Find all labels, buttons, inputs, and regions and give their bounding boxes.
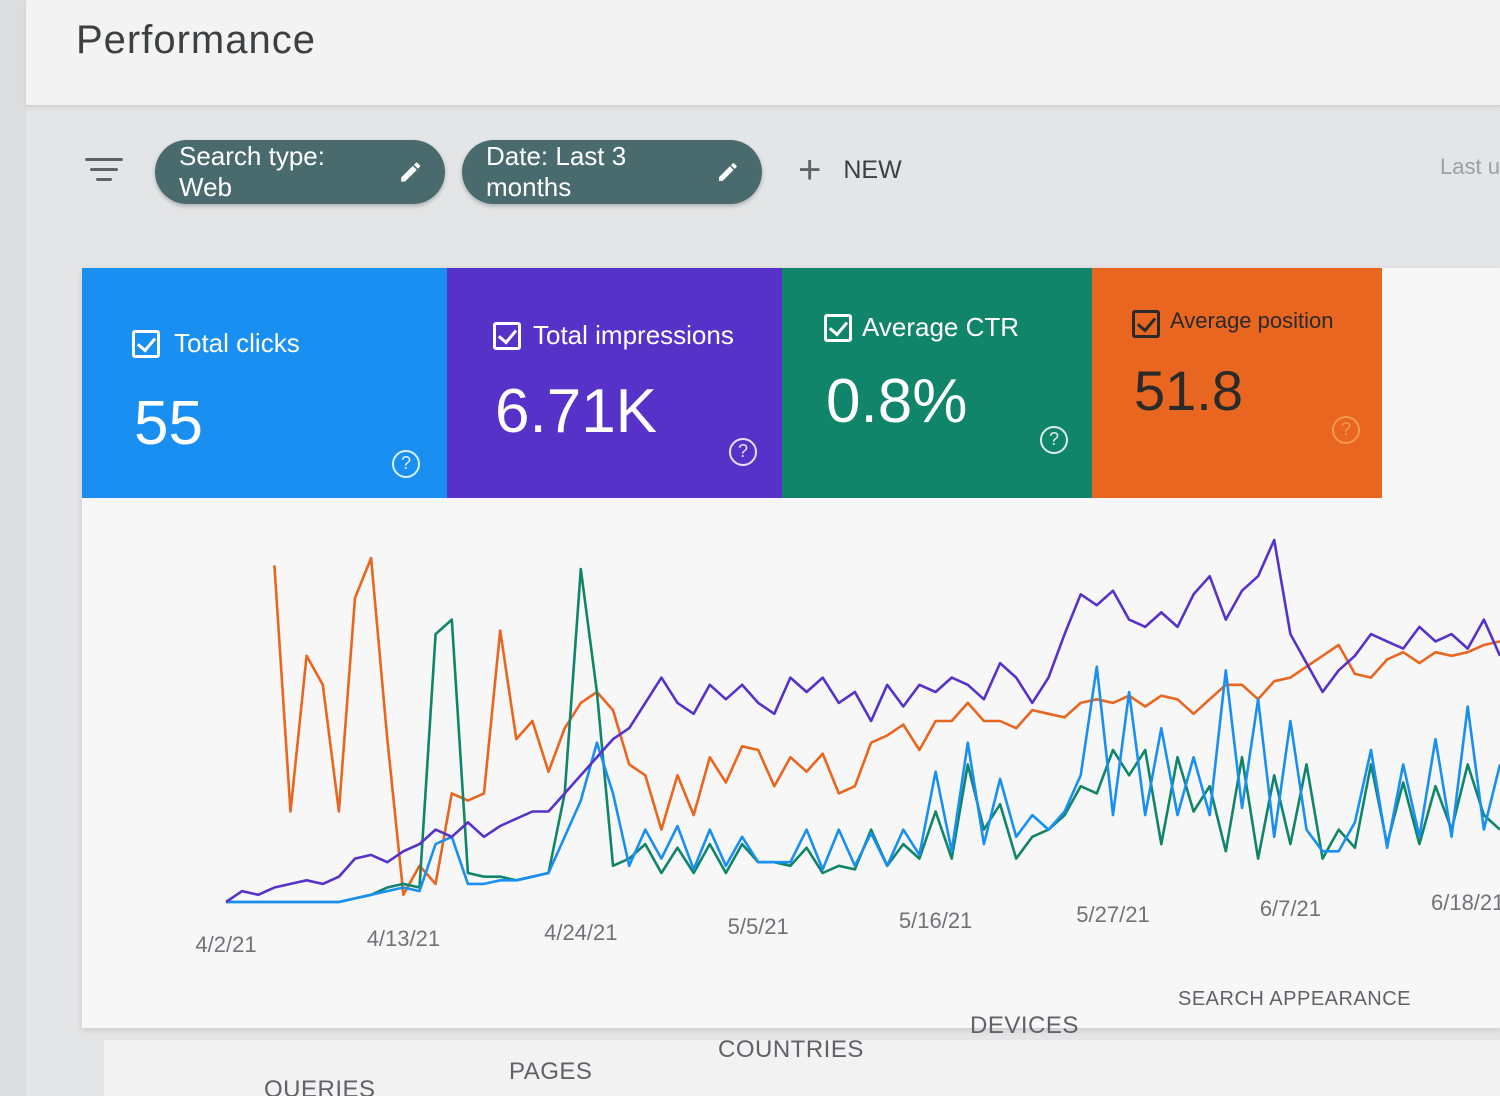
filter-icon[interactable] bbox=[84, 158, 124, 188]
x-tick-label: 5/16/21 bbox=[899, 908, 972, 933]
dimension-tabs: QUERIES PAGES COUNTRIES DEVICES SEARCH A… bbox=[104, 988, 1500, 1096]
metric-total-clicks[interactable]: Total clicks 55 ? bbox=[82, 268, 447, 498]
tab-devices[interactable]: DEVICES bbox=[970, 1012, 1079, 1039]
checkbox-checked-icon[interactable] bbox=[1132, 310, 1160, 338]
x-tick-labels: 4/2/21 4/13/21 4/24/21 5/5/21 5/16/21 5/27/21… bbox=[195, 890, 1500, 957]
filter-bar: Search type: Web Date: Last 3 months + N… bbox=[30, 120, 1500, 230]
x-tick-label: 5/27/21 bbox=[1076, 902, 1149, 927]
tab-pages[interactable]: PAGES bbox=[509, 1058, 593, 1085]
help-icon[interactable]: ? bbox=[392, 450, 420, 478]
x-tick-label: 6/7/21 bbox=[1260, 896, 1321, 921]
edit-pencil-icon[interactable] bbox=[398, 159, 423, 185]
tab-search-appearance[interactable]: SEARCH APPEARANCE bbox=[1178, 988, 1412, 1010]
x-tick-label: 5/5/21 bbox=[728, 914, 789, 939]
help-icon[interactable]: ? bbox=[729, 438, 757, 466]
x-tick-label: 4/24/21 bbox=[544, 920, 617, 945]
performance-card: Total clicks 55 ? Total impressions 6.71… bbox=[82, 268, 1500, 1028]
performance-line-chart: 4/2/21 4/13/21 4/24/21 5/5/21 5/16/21 5/27/21… bbox=[195, 538, 1500, 957]
plus-icon: + bbox=[798, 148, 822, 192]
metric-value: 0.8% bbox=[826, 367, 968, 436]
checkbox-checked-icon[interactable] bbox=[493, 322, 521, 350]
metric-label: Total clicks bbox=[174, 328, 300, 358]
metric-average-ctr[interactable]: Average CTR 0.8% ? bbox=[782, 268, 1092, 498]
x-tick-label: 4/2/21 bbox=[195, 932, 256, 957]
metric-label: Average CTR bbox=[862, 312, 1020, 342]
series-line-3 bbox=[225, 538, 1500, 904]
metric-label: Total impressions bbox=[533, 320, 734, 350]
checkbox-checked-icon[interactable] bbox=[132, 330, 160, 358]
edit-pencil-icon[interactable] bbox=[716, 159, 740, 185]
app-header: Performance bbox=[26, 0, 1500, 106]
new-filter-label: NEW bbox=[843, 155, 902, 184]
metric-value: 55 bbox=[134, 389, 203, 458]
series-line-2 bbox=[226, 665, 1500, 904]
metric-value: 51.8 bbox=[1134, 359, 1243, 422]
checkbox-checked-icon[interactable] bbox=[824, 314, 852, 342]
metric-value: 6.71K bbox=[495, 377, 658, 446]
metric-average-position[interactable]: Average position 51.8 ? bbox=[1092, 268, 1382, 498]
metric-cards: Total clicks 55 ? Total impressions 6.71… bbox=[82, 268, 1382, 498]
x-tick-label: 4/13/21 bbox=[367, 926, 440, 951]
search-type-chip[interactable]: Search type: Web bbox=[155, 140, 445, 204]
metric-total-impressions[interactable]: Total impressions 6.71K ? bbox=[447, 268, 782, 498]
x-tick-label: 6/18/21 bbox=[1431, 890, 1500, 915]
left-rail bbox=[0, 0, 26, 1096]
help-icon[interactable]: ? bbox=[1040, 426, 1068, 454]
search-type-chip-label: Search type: Web bbox=[179, 141, 325, 202]
last-updated-label: Last u bbox=[1440, 154, 1500, 179]
date-chip-label: Date: Last 3 months bbox=[486, 141, 627, 202]
new-filter-button[interactable]: + NEW bbox=[798, 150, 902, 190]
tab-countries[interactable]: COUNTRIES bbox=[718, 1036, 864, 1063]
metric-label: Average position bbox=[1170, 308, 1334, 333]
page-title: Performance bbox=[76, 18, 316, 62]
series-layer bbox=[225, 538, 1500, 904]
date-chip[interactable]: Date: Last 3 months bbox=[462, 140, 762, 204]
help-icon[interactable]: ? bbox=[1332, 416, 1360, 444]
tab-queries[interactable]: QUERIES bbox=[264, 1076, 376, 1096]
